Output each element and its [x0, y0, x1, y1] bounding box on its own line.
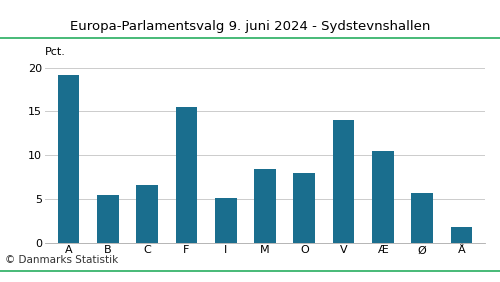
- Bar: [97, 195, 118, 243]
- Bar: [215, 198, 236, 243]
- Bar: [333, 120, 354, 243]
- Text: Europa-Parlamentsvalg 9. juni 2024 - Sydstevnshallen: Europa-Parlamentsvalg 9. juni 2024 - Syd…: [70, 20, 430, 33]
- Text: © Danmarks Statistik: © Danmarks Statistik: [5, 255, 118, 265]
- Bar: [58, 75, 80, 243]
- Bar: [294, 173, 315, 243]
- Bar: [372, 151, 394, 243]
- Bar: [176, 107, 197, 243]
- Bar: [412, 193, 433, 243]
- Text: Pct.: Pct.: [45, 47, 66, 57]
- Bar: [450, 227, 472, 243]
- Bar: [136, 185, 158, 243]
- Bar: [254, 169, 276, 243]
